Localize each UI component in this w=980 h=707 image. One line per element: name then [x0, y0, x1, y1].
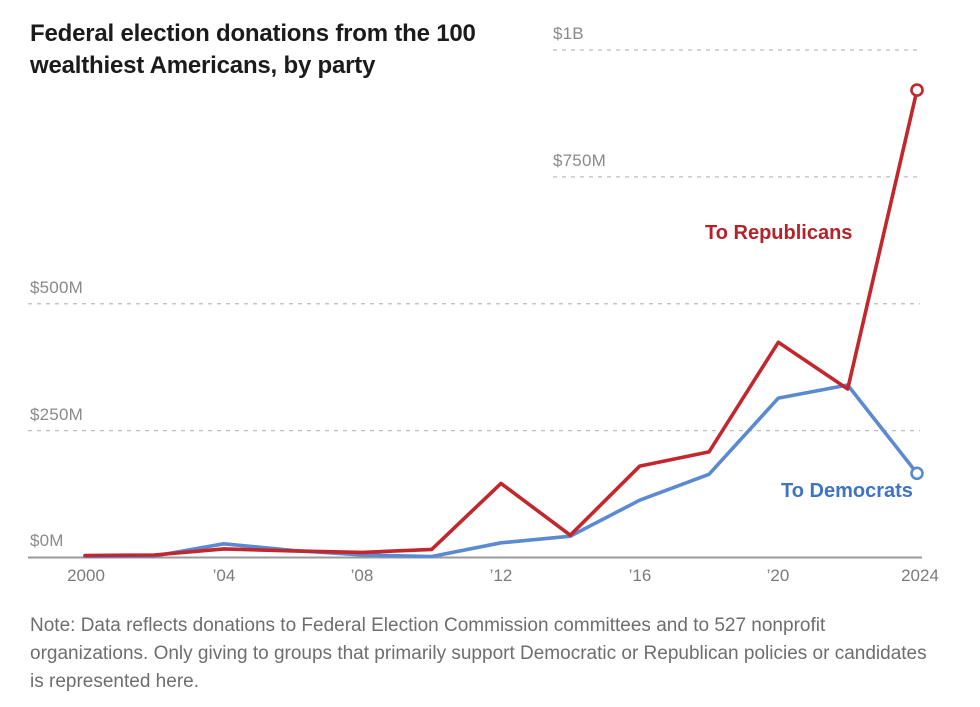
y-axis-tick-500m: $500M: [30, 278, 83, 297]
x-axis-tick-2008: ’08: [350, 566, 374, 585]
chart-title: Federal election donations from the 100 …: [30, 20, 476, 79]
x-axis-tick-2004: ’04: [212, 566, 236, 585]
x-axis-tick-2000: 2000: [67, 566, 105, 585]
y-axis-tick-750m: $750M: [553, 151, 606, 170]
y-axis-tick-0m: $0M: [30, 531, 64, 550]
y-axis-tick-250m: $250M: [30, 405, 83, 424]
democrats-line: [83, 383, 919, 559]
plot-area: $0M $250M $500M $750M $1B 2000 ’04 ’08 ’…: [28, 24, 939, 585]
republicans-series-label: To Republicans: [705, 222, 853, 244]
x-axis-tick-2016: ’16: [628, 566, 652, 585]
chart-note: Note: Data reflects donations to Federal…: [30, 615, 927, 692]
x-axis-tick-2024: 2024: [901, 566, 939, 585]
republicans-line: [83, 88, 919, 558]
republicans-endpoint-marker: [910, 83, 924, 97]
democrats-endpoint-marker: [910, 466, 924, 481]
democrats-series-label: To Democrats: [781, 480, 913, 502]
x-axis-tick-2020: ’20: [766, 566, 790, 585]
chart-canvas: [28, 49, 924, 559]
x-axis-tick-2012: ’12: [489, 566, 513, 585]
y-axis-tick-1b: $1B: [553, 24, 584, 43]
